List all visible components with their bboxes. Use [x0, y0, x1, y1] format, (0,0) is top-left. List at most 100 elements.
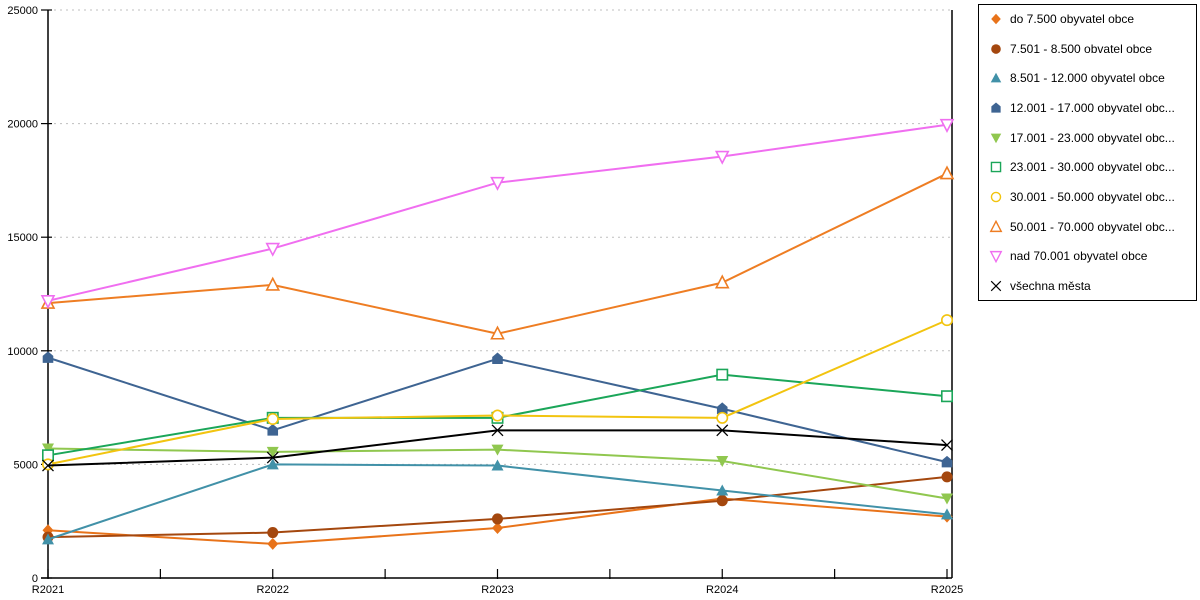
- y-tick-label: 5000: [14, 459, 38, 471]
- legend-item: nad 70.001 obyvatel obce: [989, 249, 1192, 264]
- triangle-down-open-legend-icon: [989, 251, 1003, 264]
- y-tick-label: 15000: [7, 232, 38, 244]
- diamond-legend-icon: [991, 13, 1001, 25]
- marker: [265, 276, 281, 291]
- series-6: [41, 314, 953, 471]
- series-4: [42, 443, 953, 505]
- marker: [716, 484, 729, 496]
- marker: [492, 522, 503, 535]
- x-stroke: [716, 424, 729, 437]
- legend-item-label: 8.501 - 12.000 obyvatel obce: [1010, 71, 1165, 86]
- series-line: [47, 319, 948, 466]
- legend-item: 8.501 - 12.000 obyvatel obce: [989, 71, 1192, 85]
- marker: [42, 443, 54, 455]
- marker: [991, 102, 1001, 113]
- legend-item-label: nad 70.001 obyvatel obce: [1010, 249, 1148, 264]
- y-tick-label: 10000: [7, 346, 38, 358]
- y-tick-label: 20000: [7, 119, 38, 131]
- marker: [40, 295, 56, 310]
- series-3: [42, 351, 953, 468]
- legend-item-label: 30.001 - 50.000 obyvatel obc...: [1010, 189, 1175, 204]
- marker: [716, 424, 729, 437]
- marker: [265, 242, 281, 257]
- marker: [940, 314, 953, 327]
- triangle-down-legend-icon: [990, 133, 1002, 143]
- marker: [939, 118, 955, 133]
- marker: [716, 368, 729, 381]
- series-line: [47, 172, 948, 335]
- marker: [266, 458, 279, 470]
- marker: [716, 495, 728, 507]
- x-stroke: [42, 459, 54, 472]
- series-7: [40, 165, 955, 340]
- series-9: [42, 424, 953, 472]
- legend-item-label: 17.001 - 23.000 obyvatel obc...: [1010, 130, 1175, 145]
- marker: [990, 133, 1002, 143]
- x-stroke: [990, 280, 1002, 292]
- legend-item-label: 50.001 - 70.000 obyvatel obc...: [1010, 219, 1175, 234]
- legend-item: 12.001 - 17.000 obyvatel obc...: [989, 101, 1192, 115]
- series-1: [42, 471, 953, 543]
- x-tick-label: R2021: [32, 584, 64, 596]
- marker: [492, 513, 503, 525]
- triangle-up-open-legend-icon: [989, 219, 1003, 232]
- marker: [941, 439, 953, 452]
- marker: [940, 390, 953, 403]
- legend-item: 30.001 - 50.000 obyvatel obc...: [989, 190, 1192, 204]
- x-tick-label: R2025: [931, 584, 963, 596]
- legend-item: 7.501 - 8.500 obvatel obce: [989, 42, 1192, 56]
- legend-item: 17.001 - 23.000 obyvatel obc...: [989, 131, 1192, 145]
- legend-item-label: 7.501 - 8.500 obvatel obce: [1010, 41, 1153, 56]
- x-stroke: [266, 451, 279, 464]
- series-8: [40, 118, 955, 310]
- marker: [714, 274, 730, 289]
- series-2: [42, 458, 953, 545]
- x-stroke: [491, 424, 504, 437]
- marker: [989, 251, 1003, 264]
- marker: [941, 455, 953, 468]
- marker: [941, 471, 953, 483]
- marker: [989, 219, 1003, 232]
- marker: [716, 402, 728, 415]
- marker: [491, 409, 504, 422]
- y-tick-label: 25000: [7, 5, 38, 17]
- marker: [267, 537, 279, 550]
- circle-open-legend-icon: [990, 191, 1002, 203]
- square-open-legend-icon: [990, 162, 1002, 173]
- marker: [42, 351, 54, 363]
- marker: [990, 162, 1002, 173]
- marker: [266, 451, 279, 464]
- x-tick-label: R2023: [481, 584, 513, 596]
- marker: [266, 446, 279, 458]
- marker: [492, 352, 503, 365]
- legend-item-label: do 7.500 obyvatel obce: [1010, 12, 1135, 26]
- y-tick-label: 0: [32, 573, 38, 585]
- marker: [991, 43, 1001, 54]
- legend-item-label: 23.001 - 30.000 obyvatel obc...: [1010, 160, 1175, 175]
- marker: [490, 176, 505, 191]
- marker: [941, 508, 953, 520]
- marker: [41, 458, 54, 471]
- legend-item-label: všechna města: [1010, 278, 1091, 293]
- marker: [939, 165, 955, 180]
- legend-item-label: 12.001 - 17.000 obyvatel obc...: [1010, 100, 1175, 115]
- legend-item: 23.001 - 30.000 obyvatel obc...: [989, 160, 1192, 174]
- marker: [990, 280, 1002, 292]
- x-tick-label: R2022: [257, 584, 289, 596]
- legend-item: 50.001 - 70.000 obyvatel obc...: [989, 219, 1192, 234]
- marker: [42, 533, 54, 545]
- marker: [991, 13, 1001, 25]
- legend-item: všechna města: [989, 279, 1192, 293]
- marker: [716, 411, 729, 424]
- marker: [491, 459, 504, 471]
- x-tick-label: R2024: [706, 584, 738, 596]
- circle-legend-icon: [991, 43, 1001, 54]
- marker: [490, 325, 505, 340]
- legend-item: do 7.500 obyvatel obce: [989, 12, 1192, 26]
- marker: [266, 412, 279, 425]
- legend: do 7.500 obyvatel obce 7.501 - 8.500 obva…: [978, 4, 1197, 301]
- marker: [42, 459, 54, 472]
- marker: [267, 527, 279, 539]
